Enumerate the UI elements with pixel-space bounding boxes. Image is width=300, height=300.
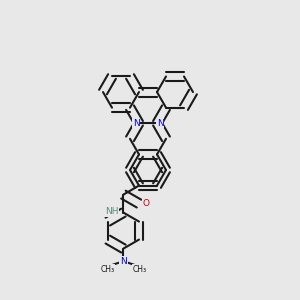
Text: NH: NH [105,207,118,216]
Text: CH₃: CH₃ [133,265,147,274]
Text: CH₃: CH₃ [100,265,114,274]
Text: N: N [120,257,127,266]
Text: N: N [157,119,164,128]
Text: N: N [133,119,140,128]
Text: O: O [142,199,149,208]
